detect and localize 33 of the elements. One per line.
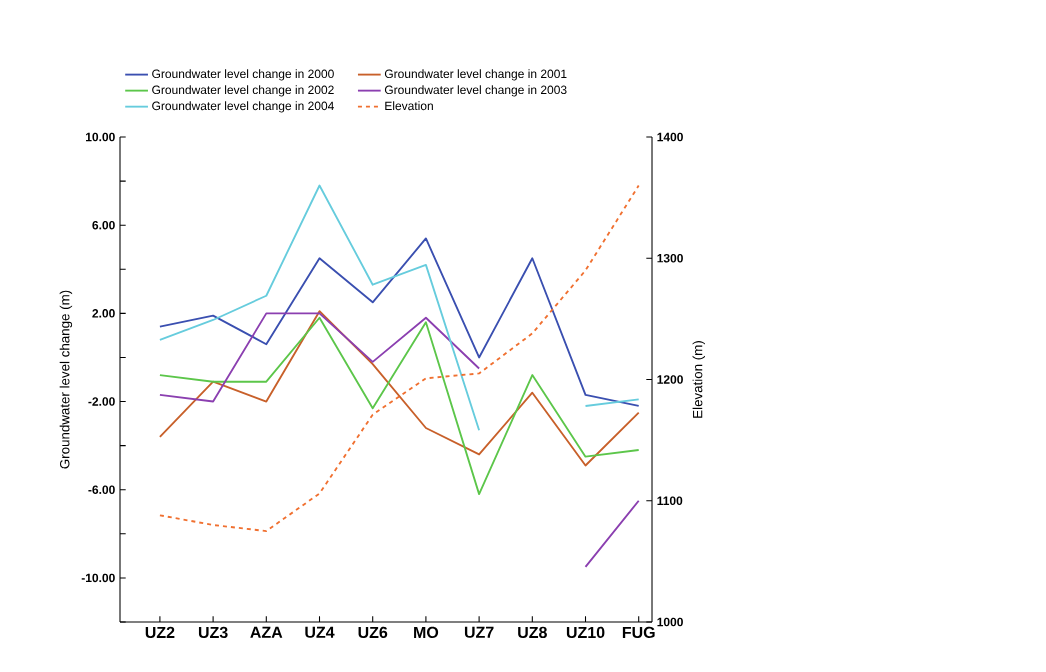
y-tick-label: 10.00 bbox=[86, 132, 115, 142]
y-tick-label: 6.00 bbox=[92, 220, 115, 230]
x-tick-label: FUG bbox=[622, 626, 655, 639]
y2-tick-label: 1300 bbox=[657, 253, 683, 263]
legend-label: Groundwater level change in 2002 bbox=[152, 85, 334, 97]
legend-label: Groundwater level change in 2004 bbox=[152, 101, 334, 113]
legend-label: Groundwater level change in 2000 bbox=[152, 69, 334, 81]
x-tick-label: UZ10 bbox=[566, 626, 605, 639]
x-tick-label: AZA bbox=[250, 626, 283, 638]
x-tick-label: MO bbox=[414, 626, 439, 639]
y2-tick-label: 1200 bbox=[657, 375, 683, 384]
legend-label: Groundwater level change in 2003 bbox=[384, 85, 567, 97]
line-series bbox=[158, 310, 640, 467]
line-series bbox=[158, 237, 640, 407]
y2-tick-label: 1400 bbox=[657, 132, 683, 142]
y-tick-label: -2.00 bbox=[88, 397, 115, 406]
y-tick-label: -6.00 bbox=[88, 485, 115, 494]
line-series bbox=[158, 316, 640, 496]
x-tick-label: UZ6 bbox=[358, 626, 388, 639]
x-tick-label: UZ8 bbox=[518, 626, 547, 639]
x-tick-label: UZ2 bbox=[145, 626, 175, 639]
y-tick-label: 2.00 bbox=[92, 309, 115, 318]
y-axis-title: Groundwater level change (m) bbox=[59, 290, 73, 469]
line-series bbox=[158, 184, 640, 532]
x-tick-label: UZ7 bbox=[464, 626, 494, 638]
legend-label: Elevation bbox=[385, 101, 433, 111]
x-tick-label: UZ4 bbox=[305, 626, 335, 638]
y-tick-label: -10.00 bbox=[81, 573, 115, 583]
y2-tick-label: 1100 bbox=[657, 496, 683, 506]
y2-axis-title: Elevation (m) bbox=[692, 341, 705, 418]
y2-tick-label: 1000 bbox=[657, 617, 683, 627]
legend-label: Groundwater level change in 2001 bbox=[384, 69, 567, 81]
x-tick-label: UZ3 bbox=[198, 626, 228, 639]
